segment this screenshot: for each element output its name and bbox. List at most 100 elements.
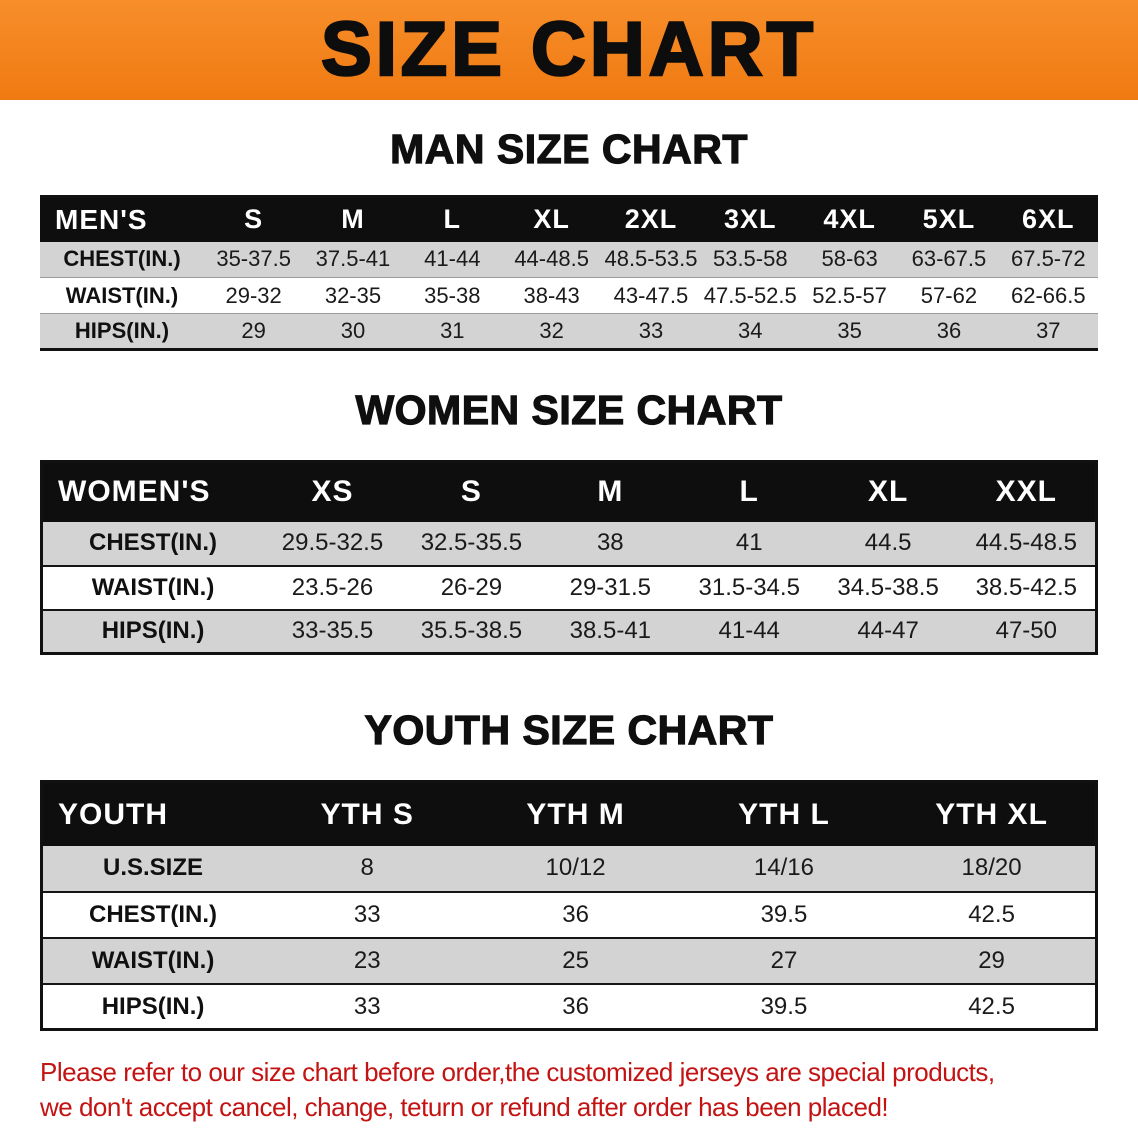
size-value: 42.5 <box>888 891 1097 939</box>
men-size-table: MEN'S S M L XL 2XL 3XL 4XL 5XL 6XL CHEST(IN.) 35-37… <box>40 195 1098 352</box>
size-value: 33 <box>601 313 701 351</box>
men-col-header: 2XL <box>601 196 701 242</box>
men-row: WAIST(IN.) 29-32 32-35 35-38 38-43 43-47.5 47.… <box>40 277 1098 315</box>
size-value: 38 <box>540 521 680 567</box>
youth-col-header: YOUTH <box>41 781 264 846</box>
size-value: 38.5-41 <box>540 609 680 655</box>
size-value: 29-31.5 <box>540 565 680 611</box>
men-header-row: MEN'S S M L XL 2XL 3XL 4XL 5XL 6XL <box>40 196 1098 242</box>
size-value: 38.5-42.5 <box>957 565 1097 611</box>
size-value: 33 <box>263 891 472 939</box>
row-label: CHEST(IN.) <box>41 521 264 567</box>
size-value: 42.5 <box>888 983 1097 1031</box>
size-value: 44.5 <box>818 521 958 567</box>
women-col-header: M <box>540 461 680 522</box>
size-value: 38-43 <box>501 277 602 315</box>
size-value: 37.5-41 <box>303 241 403 279</box>
size-value: 57-62 <box>899 277 999 315</box>
size-value: 33 <box>263 983 472 1031</box>
men-col-header: 6XL <box>998 196 1098 242</box>
men-row: HIPS(IN.) 29 30 31 32 33 34 35 36 37 <box>40 313 1098 351</box>
size-value: 29 <box>888 937 1097 985</box>
youth-row: HIPS(IN.) 33 36 39.5 42.5 <box>41 983 1097 1031</box>
size-value: 44.5-48.5 <box>957 521 1097 567</box>
size-value: 44-48.5 <box>501 241 602 279</box>
women-section: WOMEN SIZE CHART WOMEN'S XS S M L XL XXL CHEST(… <box>0 387 1138 656</box>
size-value: 52.5-57 <box>799 277 900 315</box>
women-row: HIPS(IN.) 33-35.5 35.5-38.5 38.5-41 41-44 44-… <box>41 609 1097 655</box>
women-col-header: XXL <box>957 461 1097 522</box>
size-value: 33-35.5 <box>263 609 402 655</box>
size-value: 41 <box>679 521 819 567</box>
row-label: HIPS(IN.) <box>41 983 264 1031</box>
size-value: 62-66.5 <box>998 277 1098 315</box>
size-value: 44-47 <box>818 609 958 655</box>
size-value: 32 <box>501 313 602 351</box>
row-label: HIPS(IN.) <box>40 313 204 351</box>
men-col-header: XL <box>501 196 602 242</box>
size-value: 23 <box>263 937 472 985</box>
men-col-header: 5XL <box>899 196 999 242</box>
size-value: 39.5 <box>679 891 889 939</box>
size-value: 34.5-38.5 <box>818 565 958 611</box>
size-value: 41-44 <box>679 609 819 655</box>
size-value: 14/16 <box>679 845 889 893</box>
youth-row: CHEST(IN.) 33 36 39.5 42.5 <box>41 891 1097 939</box>
size-value: 35-38 <box>402 277 502 315</box>
women-col-header: WOMEN'S <box>41 461 264 522</box>
size-value: 47-50 <box>957 609 1097 655</box>
row-label: CHEST(IN.) <box>40 241 204 279</box>
men-col-header: MEN'S <box>40 196 204 242</box>
size-value: 41-44 <box>402 241 502 279</box>
men-col-header: 3XL <box>700 196 800 242</box>
disclaimer: Please refer to our size chart before or… <box>40 1055 1138 1125</box>
size-value: 35-37.5 <box>203 241 304 279</box>
youth-col-header: YTH L <box>679 781 889 846</box>
size-value: 35 <box>799 313 900 351</box>
size-value: 47.5-52.5 <box>700 277 800 315</box>
size-value: 29-32 <box>203 277 304 315</box>
size-value: 31 <box>402 313 502 351</box>
row-label: CHEST(IN.) <box>41 891 264 939</box>
size-chart-banner: SIZE CHART <box>0 0 1138 100</box>
women-row: CHEST(IN.) 29.5-32.5 32.5-35.5 38 41 44.5 44.5… <box>41 521 1097 567</box>
size-value: 26-29 <box>401 565 541 611</box>
women-col-header: XS <box>263 461 402 522</box>
size-value: 25 <box>471 937 680 985</box>
size-value: 58-63 <box>799 241 900 279</box>
size-value: 31.5-34.5 <box>679 565 819 611</box>
youth-row: WAIST(IN.) 23 25 27 29 <box>41 937 1097 985</box>
size-value: 30 <box>303 313 403 351</box>
row-label: U.S.SIZE <box>41 845 264 893</box>
women-col-header: L <box>679 461 819 522</box>
size-value: 29 <box>203 313 304 351</box>
size-value: 67.5-72 <box>998 241 1098 279</box>
men-col-header: S <box>203 196 304 242</box>
men-col-header: M <box>303 196 403 242</box>
size-value: 23.5-26 <box>263 565 402 611</box>
size-value: 48.5-53.5 <box>601 241 701 279</box>
women-section-heading: WOMEN SIZE CHART <box>355 387 783 434</box>
youth-header-row: YOUTH YTH S YTH M YTH L YTH XL <box>41 781 1097 846</box>
size-value: 43-47.5 <box>601 277 701 315</box>
men-col-header: 4XL <box>799 196 900 242</box>
size-value: 18/20 <box>888 845 1097 893</box>
size-value: 10/12 <box>471 845 680 893</box>
women-col-header: XL <box>818 461 958 522</box>
men-row: CHEST(IN.) 35-37.5 37.5-41 41-44 44-48.5 48.5… <box>40 241 1098 279</box>
size-value: 32.5-35.5 <box>401 521 541 567</box>
youth-col-header: YTH M <box>471 781 680 846</box>
men-section: MAN SIZE CHART MEN'S S M L XL 2XL 3XL 4XL 5XL 6XL… <box>0 126 1138 352</box>
size-value: 32-35 <box>303 277 403 315</box>
size-value: 37 <box>998 313 1098 351</box>
disclaimer-line-2: we don't accept cancel, change, teturn o… <box>40 1092 889 1123</box>
youth-size-table: YOUTH YTH S YTH M YTH L YTH XL U.S.SIZE 8 10/12… <box>40 780 1098 1032</box>
youth-row: U.S.SIZE 8 10/12 14/16 18/20 <box>41 845 1097 893</box>
size-value: 34 <box>700 313 800 351</box>
size-value: 36 <box>471 983 680 1031</box>
size-value: 29.5-32.5 <box>263 521 402 567</box>
men-col-header: L <box>402 196 502 242</box>
size-value: 35.5-38.5 <box>401 609 541 655</box>
youth-col-header: YTH XL <box>888 781 1097 846</box>
disclaimer-line-1: Please refer to our size chart before or… <box>40 1057 995 1088</box>
